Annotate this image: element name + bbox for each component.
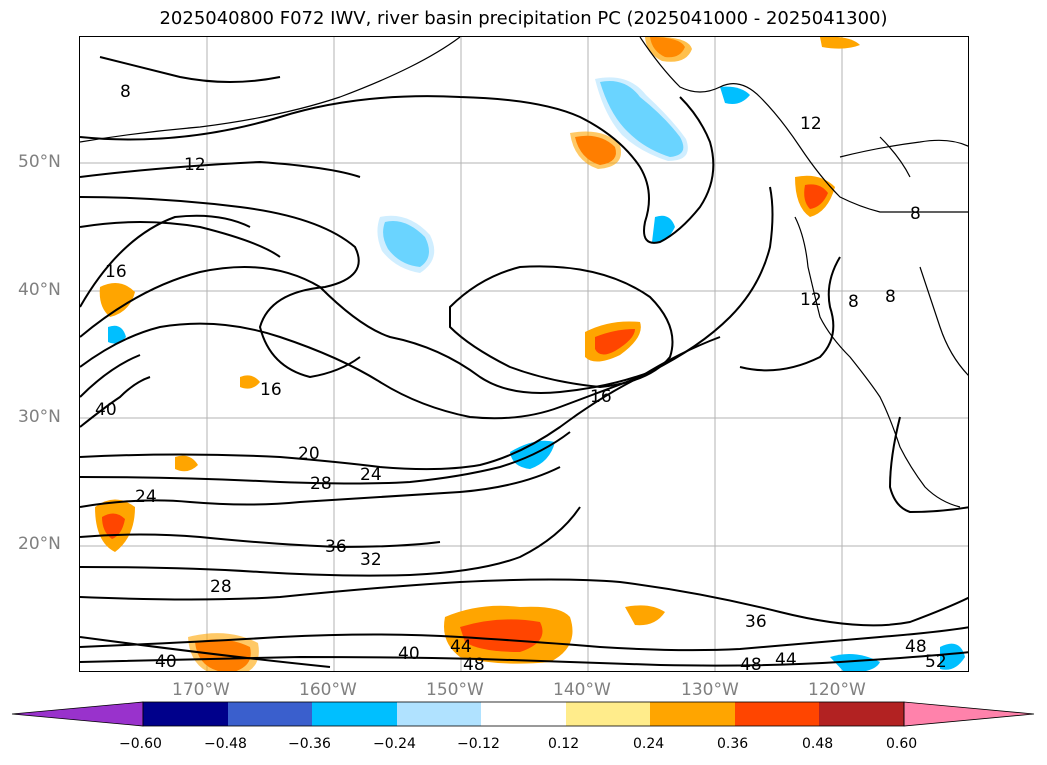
precip-blob-misc-4 — [820, 37, 860, 49]
precip-blob-ca-coast-2 — [804, 184, 828, 209]
contour-label-20: 20 — [298, 444, 320, 464]
contour-label-40: 40 — [95, 400, 117, 420]
colorbar-tick-4: −0.24 — [373, 736, 416, 752]
precip-blob-se-alaska — [720, 86, 750, 104]
colorbar-bin-8 — [735, 702, 819, 726]
colorbar-tick-3: −0.36 — [288, 736, 331, 752]
colorbar-bin-1 — [143, 702, 228, 726]
precip-blob-ne-pac-2 — [570, 131, 622, 169]
precip-blob-bc-coast-2 — [645, 37, 692, 62]
precip-blob-south-2 — [460, 619, 543, 652]
colorbar-tick-2: −0.48 — [204, 736, 247, 752]
lon-label-160w: 160°W — [299, 680, 357, 700]
contour-label-48: 48 — [463, 655, 485, 672]
contour-label-36: 36 — [325, 537, 347, 557]
precip-blob-sub-tropical-2 — [595, 329, 635, 355]
contour-label-12-b: 12 — [800, 114, 822, 134]
colorbar-bin-6 — [566, 702, 650, 726]
colorbar-bin-9 — [819, 702, 904, 726]
lon-label-120w: 120°W — [808, 680, 866, 700]
lon-label-130w: 130°W — [681, 680, 739, 700]
lon-label-140w: 140°W — [553, 680, 611, 700]
precip-blob-southwest-3 — [102, 513, 125, 539]
precip-anomaly-shading — [95, 37, 965, 671]
colorbar — [11, 701, 1035, 727]
precip-blob-misc-2 — [175, 455, 198, 472]
contour-label-16-b: 16 — [260, 380, 282, 400]
contour-label-44: 44 — [450, 637, 472, 657]
coastlines — [80, 37, 968, 508]
colorbar-bin-5 — [481, 702, 566, 726]
contour-label-24: 24 — [360, 465, 382, 485]
colorbar-tick-6: 0.12 — [548, 736, 580, 752]
contour-label-36-b: 36 — [745, 612, 767, 632]
contour-label-16-c: 16 — [590, 387, 612, 407]
colorbar-tick-7: 0.24 — [633, 736, 665, 752]
contour-label-44-b: 44 — [775, 650, 797, 670]
contour-labels: 12 8 12 16 16 16 20 24 24 28 28 32 36 36… — [95, 82, 947, 672]
lat-label-30n: 30°N — [18, 407, 61, 427]
colorbar-bin-4 — [397, 702, 481, 726]
lat-label-20n: 20°N — [18, 534, 61, 554]
contour-label-8: 8 — [120, 82, 131, 102]
lat-label-40n: 40°N — [18, 280, 61, 300]
colorbar-extend-high — [903, 701, 1035, 727]
precip-blob-gulf-alaska-light — [595, 77, 688, 161]
contour-label-8-b: 8 — [848, 292, 859, 312]
precip-blob-south-6 — [940, 643, 965, 670]
precip-blob-south-7 — [625, 605, 665, 626]
contour-label-8-c: 8 — [885, 287, 896, 307]
precip-blob-southwest-1 — [99, 283, 135, 317]
precip-blob-south-4 — [188, 633, 259, 671]
gridlines — [80, 37, 968, 671]
colorbar-extend-low — [11, 701, 144, 727]
contour-label-8-d: 8 — [910, 204, 921, 224]
contour-label-12: 12 — [184, 155, 206, 175]
colorbar-bin-3 — [312, 702, 397, 726]
colorbar-bin-2 — [228, 702, 312, 726]
map-panel: 12 8 12 16 16 16 20 24 24 28 28 32 36 36… — [79, 36, 969, 672]
colorbar-tick-9: 0.48 — [802, 736, 834, 752]
lon-label-150w: 150°W — [426, 680, 484, 700]
contour-label-48-b: 48 — [740, 655, 762, 672]
figure-title: 2025040800 F072 IWV, river basin precipi… — [159, 8, 888, 29]
contour-label-40-c: 40 — [398, 644, 420, 664]
precip-blob-misc-3 — [108, 325, 126, 344]
contour-label-12-c: 12 — [800, 290, 822, 310]
colorbar-tick-10: 0.60 — [886, 736, 918, 752]
precip-blob-central-pac-light — [377, 215, 435, 273]
contour-label-40-b: 40 — [155, 652, 177, 672]
colorbar-tick-1: −0.60 — [119, 736, 162, 752]
colorbar-tick-8: 0.36 — [717, 736, 749, 752]
precip-blob-jet-entrance — [652, 215, 675, 243]
precip-blob-misc-1 — [240, 375, 260, 389]
contour-label-28: 28 — [310, 474, 332, 494]
lat-label-50n: 50°N — [18, 152, 61, 172]
map-canvas: 12 8 12 16 16 16 20 24 24 28 28 32 36 36… — [80, 37, 968, 672]
contour-label-28-b: 28 — [210, 577, 232, 597]
colorbar-bin-7 — [650, 702, 735, 726]
contour-label-52: 52 — [925, 652, 947, 672]
contour-label-24-b: 24 — [135, 487, 157, 507]
contour-label-32: 32 — [360, 550, 382, 570]
contour-label-16: 16 — [105, 262, 127, 282]
contour-label-48-c: 48 — [905, 637, 927, 657]
lon-label-170w: 170°W — [172, 680, 230, 700]
iwv-contours — [80, 56, 968, 668]
colorbar-tick-5: −0.12 — [457, 736, 500, 752]
precip-blob-south-5 — [830, 653, 880, 671]
